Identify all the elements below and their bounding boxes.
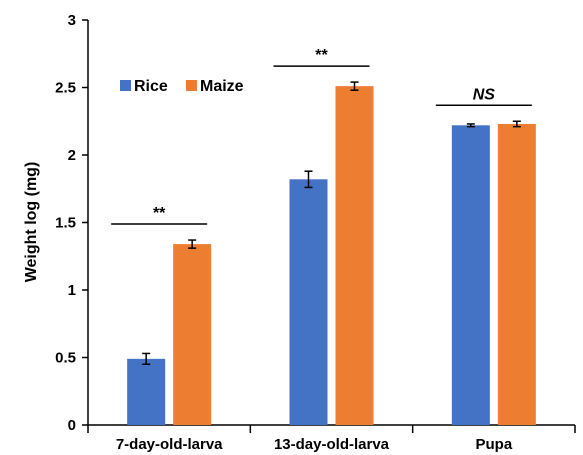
legend: Rice Maize [120, 78, 244, 95]
legend-label-rice: Rice [134, 78, 168, 95]
bar-rice [289, 179, 328, 425]
y-tick-label: 0 [68, 417, 76, 434]
bars [127, 81, 536, 426]
significance-label: ** [315, 47, 328, 64]
bar-maize [497, 123, 536, 425]
y-tick-label: 2.5 [55, 80, 76, 97]
y-tick-label: 3 [68, 12, 76, 29]
y-tick-label: 0.5 [55, 350, 76, 367]
x-category-label: 7-day-old-larva [116, 436, 223, 453]
bar-rice [127, 358, 166, 425]
legend-label-maize: Maize [200, 78, 244, 95]
bar-rice [451, 125, 490, 426]
significance-label: ** [153, 205, 166, 222]
x-category-label: Pupa [475, 436, 512, 453]
legend-swatch-rice [120, 80, 131, 91]
x-category-label: 13-day-old-larva [274, 436, 390, 453]
y-tick-label: 2 [68, 147, 76, 164]
y-tick-label: 1 [68, 282, 76, 299]
significance-markers: ** ** NS [111, 47, 532, 225]
legend-swatch-maize [186, 80, 197, 91]
x-axis: 7-day-old-larva 13-day-old-larva Pupa [87, 424, 576, 453]
y-axis: 0 0.5 1 1.5 2 2.5 3 [55, 12, 89, 434]
y-tick-label: 1.5 [55, 215, 76, 232]
bar-maize [335, 86, 374, 426]
y-axis-title: Weight log (mg) [23, 162, 40, 283]
significance-label: NS [473, 86, 496, 103]
bar-maize [173, 244, 212, 425]
